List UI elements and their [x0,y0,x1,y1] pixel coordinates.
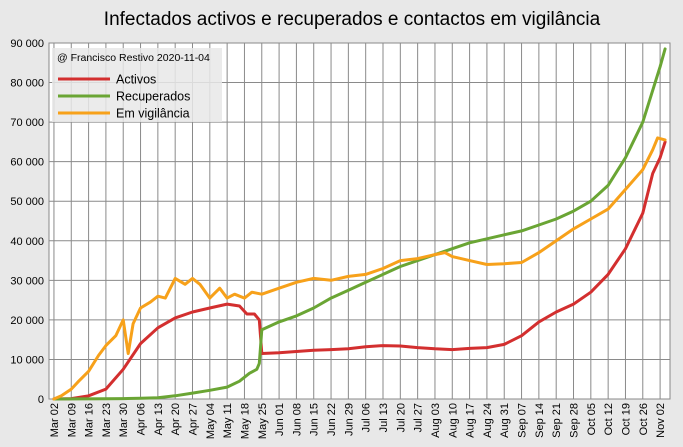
x-tick-label: Jul 06 [361,403,373,432]
series-line-0 [52,140,667,401]
x-tick-label: Jun 08 [291,403,303,436]
legend-label-2: Em vigilância [116,107,190,121]
x-tick-label: Jul 13 [378,403,390,432]
x-tick-label: Apr 13 [153,403,165,435]
y-axis: 0 10 000 20 000 30 000 40 000 50 000 60 000 70 … [10,38,44,406]
x-tick-label: Nov 02 [655,403,667,438]
y-tick-label: 10 000 [10,354,44,366]
y-tick-label: 90 000 [10,38,44,50]
x-tick-label: Jun 15 [309,403,321,436]
x-tick-label: Apr 27 [187,403,199,435]
x-tick-label: May 11 [222,403,234,438]
chart-title: Infectados activos e recuperados e conta… [104,9,601,30]
x-tick-label: Jun 01 [274,403,286,436]
series-group [52,47,667,401]
x-tick-label: Aug 03 [430,403,442,438]
legend: Activos Recuperados Em vigilância [58,73,190,121]
x-tick-label: Mar 02 [49,403,61,437]
series-line-2 [52,136,667,401]
x-tick-label: Aug 31 [499,403,511,438]
x-tick-label: Oct 12 [603,403,615,435]
x-tick-label: May 25 [257,403,269,439]
series-line-1 [52,47,667,401]
x-tick-label: Jun 29 [343,403,355,436]
x-tick-label: Jul 20 [395,403,407,432]
x-axis: Mar 02 Mar 09 Mar 16 Mar 23 Mar 30 Apr 06 Apr … [49,403,667,439]
x-tick-label: Apr 06 [136,403,148,435]
x-tick-label: Aug 17 [465,403,477,438]
x-tick-label: Aug 10 [447,403,459,438]
x-tick-label: May 18 [239,403,251,439]
x-tick-label: Jul 27 [413,403,425,432]
y-tick-label: 0 [38,394,44,406]
y-tick-label: 20 000 [10,315,44,327]
x-tick-label: May 04 [205,403,217,439]
x-tick-label: Apr 20 [170,403,182,435]
x-tick-label: Oct 26 [638,403,650,435]
x-tick-label: Sep 14 [534,403,546,438]
x-tick-label: Oct 05 [586,403,598,435]
y-tick-label: 40 000 [10,236,44,248]
x-tick-label: Mar 23 [101,403,113,437]
y-tick-label: 50 000 [10,196,44,208]
x-tick-label: Aug 24 [482,403,494,438]
x-tick-label: Sep 28 [569,403,581,438]
x-tick-label: Sep 07 [517,403,529,438]
y-tick-label: 60 000 [10,157,44,169]
legend-background [52,48,222,122]
x-tick-label: Mar 16 [84,403,96,437]
y-tick-label: 80 000 [10,78,44,90]
x-tick-label: Oct 19 [620,403,632,435]
x-tick-label: Sep 21 [551,403,563,438]
legend-label-0: Activos [116,73,156,87]
x-tick-label: Jun 22 [326,403,338,436]
chart-credit: @ Francisco Restivo 2020-11-04 [57,52,210,64]
legend-label-1: Recuperados [116,90,190,104]
x-tick-label: Mar 09 [66,403,78,437]
y-tick-label: 70 000 [10,117,44,129]
y-tick-label: 30 000 [10,275,44,287]
x-tick-label: Mar 30 [118,403,130,437]
